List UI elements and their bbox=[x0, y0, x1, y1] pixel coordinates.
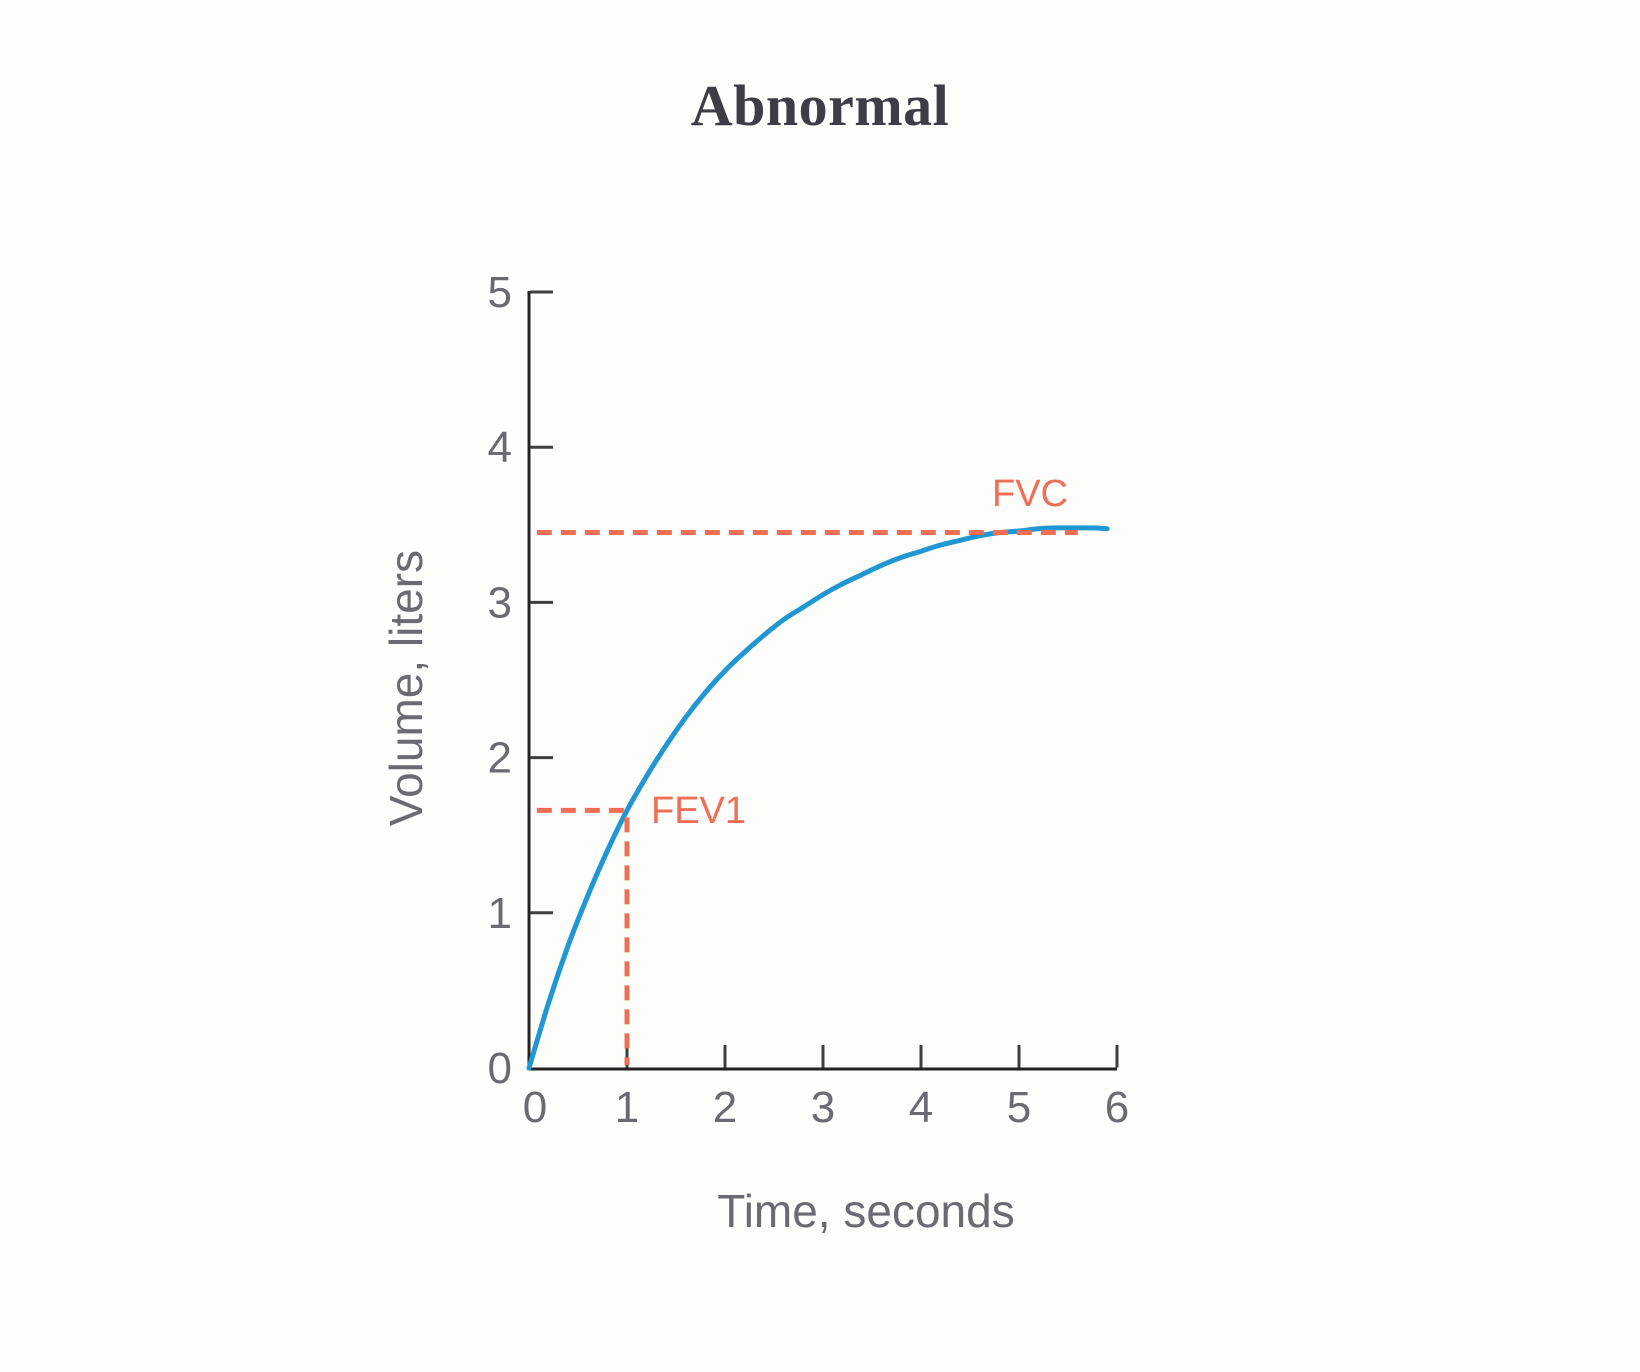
y-axis-tick-labels: 0 1 2 3 4 5 bbox=[488, 268, 512, 1093]
x-tick-label: 3 bbox=[811, 1083, 835, 1132]
x-tick-label: 5 bbox=[1007, 1083, 1031, 1132]
chart-title: Abnormal bbox=[690, 73, 950, 138]
volume-time-curve bbox=[526, 525, 1110, 1071]
fev1-label: FEV1 bbox=[651, 790, 746, 832]
x-tick-label: 4 bbox=[909, 1083, 933, 1132]
x-tick-label: 6 bbox=[1105, 1083, 1129, 1132]
y-tick-label: 1 bbox=[488, 889, 512, 938]
y-tick-label: 3 bbox=[488, 578, 512, 627]
y-axis: 0 1 2 3 4 5 Volume, liters bbox=[380, 268, 553, 1093]
y-tick-label: 0 bbox=[488, 1044, 512, 1093]
x-tick-label: 1 bbox=[615, 1083, 639, 1132]
y-tick-label: 5 bbox=[488, 268, 512, 317]
x-tick-label: 2 bbox=[713, 1083, 737, 1132]
fvc-annotation: FVC bbox=[536, 473, 1078, 536]
x-axis: 0 1 2 3 4 5 6 Time, seconds bbox=[523, 1045, 1129, 1237]
x-axis-title: Time, seconds bbox=[717, 1185, 1014, 1237]
y-tick-label: 4 bbox=[488, 423, 512, 472]
fev1-annotation: FEV1 bbox=[536, 790, 746, 1065]
x-tick-label: 0 bbox=[523, 1083, 547, 1132]
fvc-label: FVC bbox=[992, 473, 1068, 515]
y-axis-title: Volume, liters bbox=[380, 550, 432, 826]
x-axis-ticks bbox=[625, 1045, 1119, 1068]
y-axis-ticks bbox=[530, 290, 553, 915]
y-tick-label: 2 bbox=[488, 734, 512, 783]
x-axis-tick-labels: 0 1 2 3 4 5 6 bbox=[523, 1083, 1129, 1132]
